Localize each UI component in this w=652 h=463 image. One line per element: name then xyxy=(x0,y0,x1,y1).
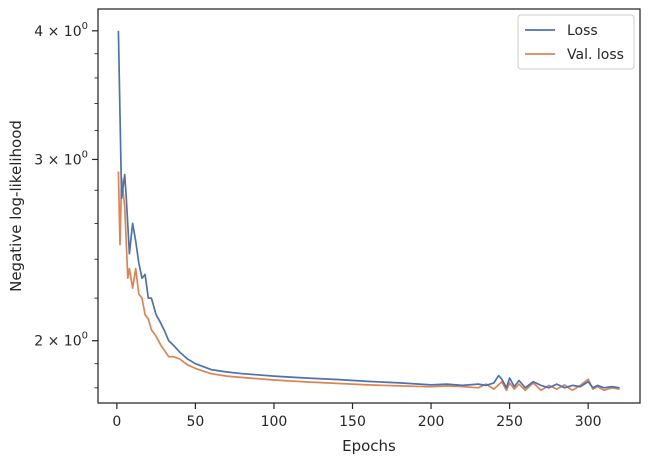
x-tick-label: 200 xyxy=(418,414,445,430)
y-axis: 2 × 100 3 × 100 4 × 100 xyxy=(34,21,98,389)
series-line-val-loss xyxy=(117,171,620,392)
x-tick-label: 250 xyxy=(496,414,523,430)
x-axis-label: Epochs xyxy=(342,437,396,455)
x-tick-label: 300 xyxy=(575,414,602,430)
y-tick-label: 4 × 100 xyxy=(34,21,88,40)
plot-frame xyxy=(97,8,641,404)
series-layer xyxy=(117,30,620,392)
x-tick-label: 50 xyxy=(186,414,204,430)
series-line-loss xyxy=(117,30,620,389)
legend-label-loss: Loss xyxy=(567,23,598,39)
legend-box xyxy=(517,14,635,70)
y-axis-label: Negative log-likelihood xyxy=(7,120,25,292)
x-tick-label: 100 xyxy=(261,414,288,430)
y-tick-label: 2 × 100 xyxy=(34,331,88,350)
x-axis: 0 50 100 150 200 250 300 xyxy=(112,403,602,430)
x-tick-label: 0 xyxy=(112,414,121,430)
legend: Loss Val. loss xyxy=(517,14,635,70)
y-tick-label: 3 × 100 xyxy=(34,149,88,168)
x-tick-label: 150 xyxy=(339,414,366,430)
legend-label-val-loss: Val. loss xyxy=(567,47,624,63)
